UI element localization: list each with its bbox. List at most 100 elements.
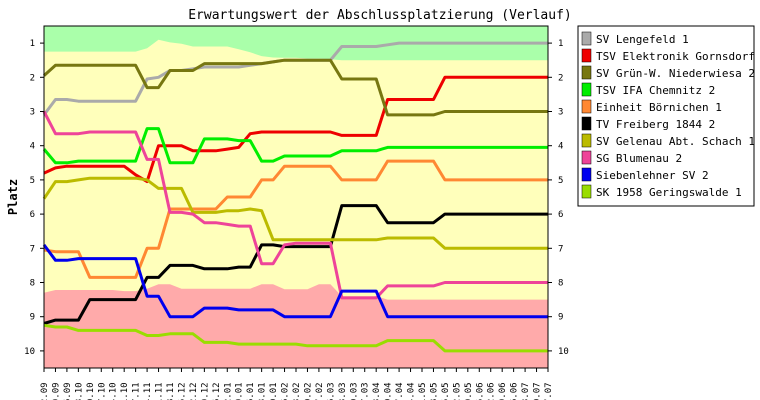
zone-bands — [44, 26, 548, 368]
y-tick-label: 3 — [30, 108, 35, 118]
y-tick-label: 9 — [30, 313, 35, 323]
x-tick-label: 05.12 — [177, 382, 187, 400]
x-tick-label: 31.10 — [120, 382, 130, 400]
x-tick-label: 14.11 — [143, 382, 153, 400]
zone-promotion — [44, 26, 548, 61]
x-tick-label: 21.11 — [155, 382, 165, 400]
x-tick-label: 03.10 — [74, 382, 84, 400]
y-axis-title: Platz — [6, 179, 20, 215]
series-line-8 — [42, 110, 548, 300]
x-tick-label: 13.02 — [292, 382, 302, 400]
x-tick-label: 03.07 — [521, 382, 531, 400]
x-tick-label: 02.01 — [223, 382, 233, 400]
y-tick-label: 5 — [558, 176, 563, 186]
x-tick-label: 26.12 — [212, 382, 222, 400]
series-line-7 — [42, 176, 548, 250]
legend-swatch — [581, 31, 592, 46]
x-tick-label: 10.10 — [86, 382, 96, 400]
x-tick-label: 24.10 — [109, 382, 119, 400]
x-tick-label: 20.03 — [349, 382, 359, 400]
legend-swatch — [581, 150, 592, 165]
x-tick-label: 07.11 — [132, 382, 142, 400]
x-tick-label: 26.09 — [63, 382, 73, 400]
legend-label: Siebenlehner SV 2 — [596, 169, 709, 182]
legend-label: TSV IFA Chemnitz 2 — [596, 84, 715, 97]
legend-swatch — [581, 184, 592, 199]
y-tick-label: 5 — [30, 176, 35, 186]
x-tick-label: 08.05 — [429, 382, 439, 400]
x-tick-label: 12.09 — [40, 382, 50, 400]
y-tick-label: 6 — [30, 210, 35, 220]
x-tick-label: 19.12 — [200, 382, 210, 400]
x-tick-label: 28.11 — [166, 382, 176, 400]
legend-label: SV Gelenau Abt. Schach 1 — [596, 135, 755, 148]
legend-swatch — [581, 133, 592, 148]
series-line-10 — [43, 323, 548, 353]
x-tick-label: 24.04 — [407, 382, 417, 400]
x-tick-label: 17.04 — [395, 382, 405, 400]
x-tick-label: 05.06 — [475, 382, 485, 400]
y-tick-label: 2 — [558, 73, 563, 83]
x-tick-label: 16.01 — [246, 382, 256, 400]
chart-title: Erwartungswert der Abschlussplatzierung … — [188, 8, 572, 23]
legend-swatch — [581, 82, 592, 97]
legend-swatch — [581, 116, 592, 131]
series-lines — [42, 41, 548, 353]
x-tick-label: 01.05 — [418, 382, 428, 400]
x-tick-label: 27.02 — [315, 382, 325, 400]
legend-label: SV Lengefeld 1 — [596, 33, 689, 46]
legend-swatch — [581, 65, 592, 80]
y-tick-label: 7 — [30, 244, 35, 254]
x-tick-label: 06.03 — [326, 382, 336, 400]
y-tick-label: 1 — [30, 39, 35, 49]
x-tick-label: 27.03 — [361, 382, 371, 400]
legend-label: SG Blumenau 2 — [596, 152, 682, 165]
x-tick-label: 26.06 — [510, 382, 520, 400]
y-tick-label: 10 — [24, 347, 35, 357]
legend-swatch — [581, 167, 592, 182]
x-axis: 12.09 19.09 26.09 03.10 10.10 17.10 24.10 31.10… — [40, 368, 554, 400]
y-tick-label: 3 — [558, 108, 563, 118]
x-tick-label: 17.10 — [97, 382, 107, 400]
x-tick-label: 09.01 — [235, 382, 245, 400]
legend-label: SK 1958 Geringswalde 1 — [596, 186, 742, 199]
x-tick-label: 03.04 — [372, 382, 382, 400]
y-tick-label: 1 — [558, 39, 563, 49]
legend-swatch — [581, 48, 592, 63]
y-tick-label: 8 — [558, 279, 563, 289]
legend: SV Lengefeld 1 TSV Elektronik Gornsdorf 1… — [577, 25, 760, 207]
x-tick-label: 30.01 — [269, 382, 279, 400]
series-line-2 — [43, 75, 548, 184]
x-tick-label: 23.01 — [258, 382, 268, 400]
legend-label: TSV Elektronik Gornsdorf 1 — [596, 50, 760, 63]
y-tick-label: 9 — [558, 313, 563, 323]
x-tick-label: 06.02 — [281, 382, 291, 400]
y-axis-right: 1 2 3 4 5 6 7 8 9 10 — [548, 39, 569, 357]
x-tick-label: 13.03 — [338, 382, 348, 400]
x-tick-label: 12.06 — [487, 382, 497, 400]
legend-label: SV Grün-W. Niederwiesa 2 — [596, 67, 755, 80]
y-tick-label: 2 — [30, 73, 35, 83]
x-tick-label: 10.04 — [384, 382, 394, 400]
series-line-5 — [43, 159, 548, 279]
series-line-6 — [43, 204, 548, 325]
x-tick-label: 12.12 — [189, 382, 199, 400]
y-tick-label: 7 — [558, 244, 563, 254]
x-tick-label: 10.07 — [533, 382, 543, 400]
y-tick-label: 8 — [30, 279, 35, 289]
legend-label: Einheit Börnichen 1 — [596, 101, 722, 114]
y-tick-label: 6 — [558, 210, 563, 220]
x-tick-label: 22.05 — [452, 382, 462, 400]
x-tick-label: 15.05 — [441, 382, 451, 400]
legend-box — [577, 25, 755, 207]
x-tick-label: 19.06 — [498, 382, 508, 400]
x-tick-label: 19.09 — [51, 382, 61, 400]
x-tick-label: 20.02 — [303, 382, 313, 400]
y-axis-left: 1 2 3 4 5 6 7 8 9 10 — [24, 39, 44, 357]
x-tick-label: 17.07 — [544, 382, 554, 400]
y-tick-label: 4 — [30, 142, 35, 152]
y-tick-label: 4 — [558, 142, 563, 152]
series-line-3 — [42, 58, 548, 117]
legend-label: TV Freiberg 1844 2 — [596, 118, 715, 131]
